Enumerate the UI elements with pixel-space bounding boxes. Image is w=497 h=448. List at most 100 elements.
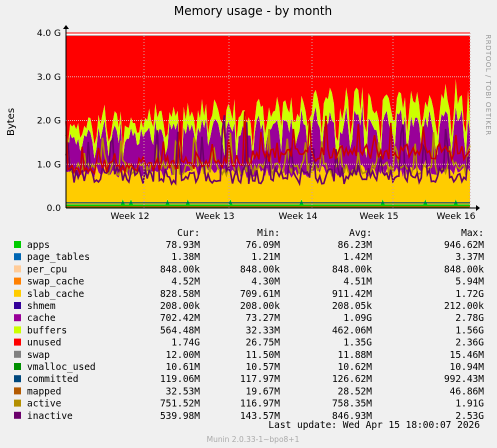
grid [66,32,471,209]
x-tick-label: Week 12 [111,212,150,222]
y-tick-label: 0.0 [47,204,62,214]
legend-value: 26.75M [246,338,281,349]
legend-value: 911.42M [332,289,372,300]
y-tick-label: 3.0 G [37,73,61,83]
area-buffers [66,78,470,164]
legend-value: 212.00k [444,301,484,312]
legend-value: 10.62M [338,362,373,373]
line-active [65,129,471,179]
legend-value: 117.97M [240,374,280,385]
legend-value: 564.48M [160,325,200,336]
legend-swatch [14,314,21,322]
legend-series-name: page_tables [27,252,90,263]
legend-swatch [14,265,21,273]
legend-row-swap: swap 12.00M 11.50M 11.88M 15.46M [14,350,484,361]
legend-swatch [14,277,21,285]
legend-value: 846.93M [332,411,372,422]
legend-series-name: apps [27,240,50,251]
legend-column-header: Max: [461,228,484,239]
legend-value: 78.93M [166,240,201,251]
legend-value: 4.52M [171,277,200,288]
legend-value: 758.35M [332,399,372,410]
legend-series-name: buffers [27,325,67,336]
legend-value: 4.30M [251,277,280,288]
legend-value: 1.91G [455,399,484,410]
legend-column-header: Avg: [349,228,372,239]
legend-value: 1.38M [171,252,200,263]
side-label: RRDTOOL / TOBI OETIKER [484,34,492,135]
legend-value: 5.94M [455,277,484,288]
legend-swatch [14,375,21,383]
legend-value: 1.56G [455,325,484,336]
y-axis-label: Bytes [6,108,17,136]
legend-series-name: shmem [27,301,56,312]
legend-value: 848.00k [160,264,200,275]
legend-value: 1.21M [251,252,280,263]
x-tick-label: Week 14 [279,212,318,222]
legend-value: 751.52M [160,399,200,410]
legend-value: 1.35G [343,338,372,349]
legend-value: 4.51M [343,277,372,288]
x-tick-label: Week 13 [196,212,235,222]
legend-swatch [14,387,21,395]
legend-series-name: slab_cache [27,289,84,300]
legend-value: 702.42M [160,313,200,324]
area-apps [66,199,470,208]
legend-value: 709.61M [240,289,280,300]
legend-table: Cur: Min: Avg: Max: apps 78.93M 76.09M 86.23M 94… [14,228,484,422]
legend-value: 32.53M [166,386,201,397]
legend-series-name: vmalloc_used [27,362,96,373]
legend-swatch [14,363,21,370]
legend-series-name: swap_cache [27,277,84,288]
legend-swatch [14,338,21,346]
legend-swatch [14,241,21,248]
legend-value: 946.62M [444,240,484,251]
legend-row-page-tables: page_tables 1.38M 1.21M 1.42M 3.37M [14,252,484,263]
legend-value: 208.00k [160,301,200,312]
legend-series-name: cache [27,313,56,324]
legend-value: 15.46M [450,350,485,361]
legend-row-inactive: inactive 539.98M 143.57M 846.93M 2.53G [14,411,484,422]
legend-value: 848.00k [240,264,280,275]
legend-swatch [14,350,21,358]
legend-row-slab-cache: slab_cache 828.58M 709.61M 911.42M 1.72G [14,289,484,300]
legend-series-name: mapped [27,386,61,397]
legend-value: 208.05k [332,301,372,312]
legend-value: 539.98M [160,411,200,422]
x-tick-label: Week 15 [360,212,399,222]
legend-series-name: committed [27,374,78,385]
legend-value: 11.88M [338,350,373,361]
legend-row-active: active 751.52M 116.97M 758.35M 1.91G [14,399,484,410]
legend-value: 10.57M [246,362,281,373]
area-page-tables [66,199,470,205]
legend-value: 208.00k [240,301,280,312]
legend-value: 46.86M [450,386,485,397]
legend-value: 1.74G [171,338,200,349]
legend-value: 848.00k [332,264,372,275]
legend-row-mapped: mapped 32.53M 19.67M 28.52M 46.86M [14,386,484,397]
legend-value: 86.23M [338,240,373,251]
legend-series-name: per_cpu [27,264,67,275]
legend-series-name: inactive [27,411,73,422]
legend-row-apps: apps 78.93M 76.09M 86.23M 946.62M [14,240,484,251]
y-tick-label: 1.0 G [37,160,61,170]
legend-value: 11.50M [246,350,281,361]
legend-value: 19.67M [246,386,281,397]
legend-value: 10.94M [450,362,485,373]
legend-swatch [14,289,21,297]
legend-value: 3.37M [455,252,484,263]
legend-swatch [14,302,21,309]
legend-row-per-cpu: per_cpu 848.00k 848.00k 848.00k 848.00k [14,264,484,275]
area-unused [66,35,470,151]
legend-swatch [14,399,21,407]
legend-column-header: Min: [257,228,280,239]
legend-value: 126.62M [332,374,372,385]
x-tick-label: Week 16 [437,212,476,222]
legend-value: 12.00M [166,350,201,361]
legend-value: 462.06M [332,325,372,336]
legend-value: 116.97M [240,399,280,410]
x-axis-arrow [476,205,480,211]
line-swap-trace [65,111,471,176]
legend-swatch [14,411,21,419]
